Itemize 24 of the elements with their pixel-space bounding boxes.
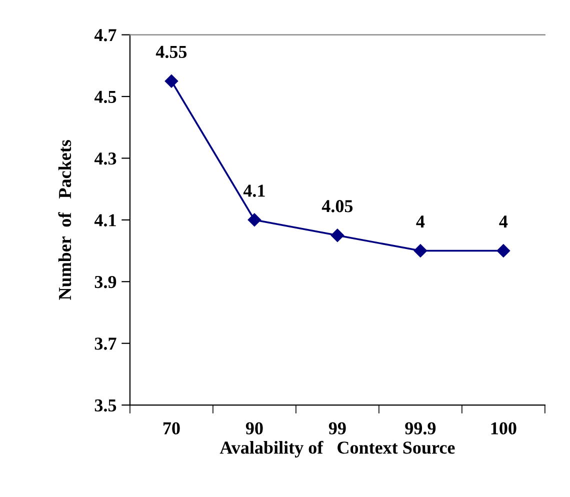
- y-axis-title: Number of Packets: [58, 140, 72, 300]
- data-label: 4: [499, 216, 508, 228]
- y-tick-label: 4.3: [94, 152, 116, 165]
- y-tick-label: 3.9: [94, 276, 116, 288]
- point: [164, 74, 178, 88]
- data-label: 4.55: [156, 46, 187, 58]
- x-axis-title: Avalability of Context Source: [220, 440, 455, 458]
- data-label: 4.05: [322, 200, 353, 212]
- y-tick-label: 3.7: [94, 338, 116, 350]
- y-tick-label: 4.5: [94, 90, 116, 104]
- point: [330, 228, 344, 242]
- point: [414, 244, 428, 258]
- point: [496, 244, 510, 258]
- point: [248, 213, 262, 227]
- x-tick-label: 70: [163, 422, 180, 434]
- x-tick-label: 100: [491, 422, 516, 434]
- y-tick-label: 4.1: [94, 214, 116, 226]
- x-tick-label: 99: [328, 422, 346, 434]
- data-label: 4.1: [243, 184, 265, 197]
- y-tick-label: 3.5: [94, 399, 116, 412]
- x-tick-label: 99.9: [405, 422, 436, 435]
- data-label: 4: [416, 216, 425, 228]
- x-tick-label: 90: [246, 422, 263, 434]
- y-tick-label: 4.7: [94, 29, 116, 42]
